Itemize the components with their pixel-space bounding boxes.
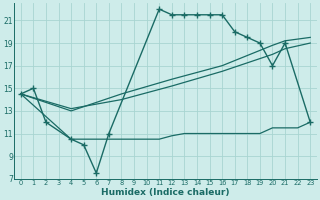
X-axis label: Humidex (Indice chaleur): Humidex (Indice chaleur) bbox=[101, 188, 230, 197]
